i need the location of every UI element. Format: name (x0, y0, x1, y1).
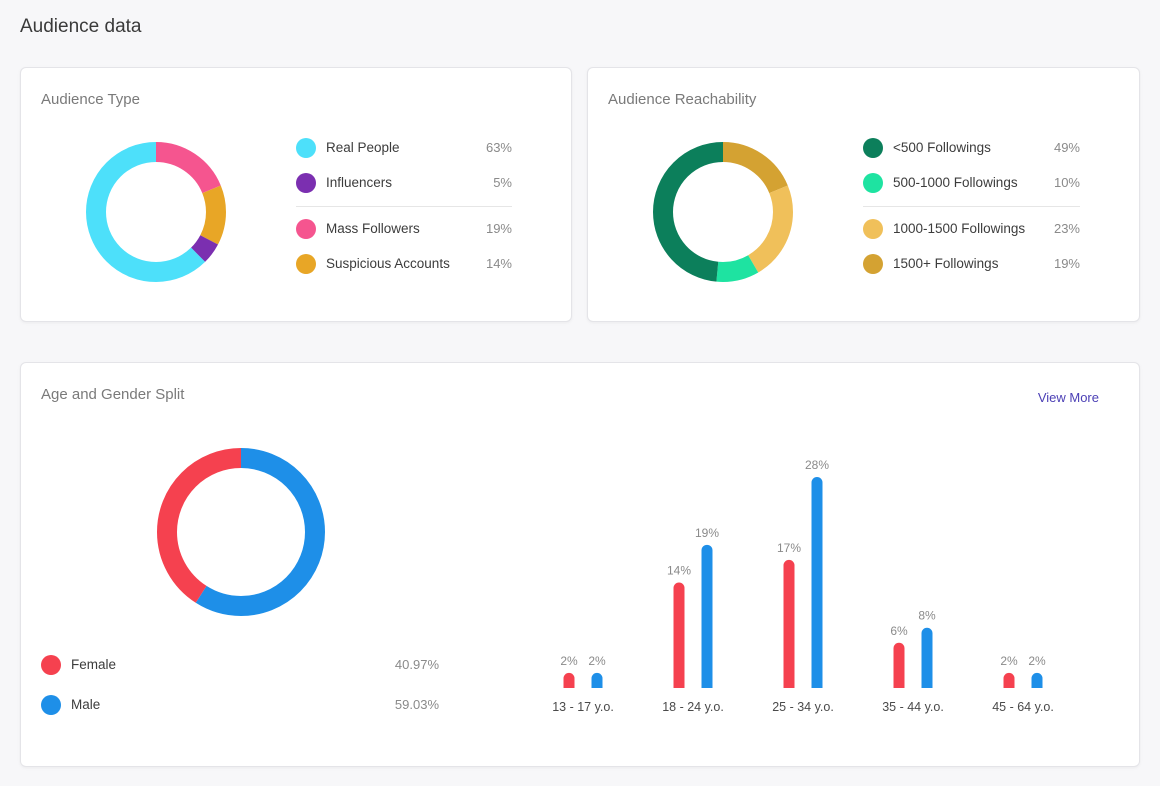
data-label-female-45-64-y-o: 2% (1000, 654, 1018, 668)
donut-slice-1000-1500-followings (653, 142, 793, 282)
legend-percent: 10% (1053, 175, 1080, 190)
data-label-female-35-44-y-o: 6% (890, 624, 908, 638)
legend-item-1500-plus: 1500+ Followings 19% (863, 254, 1080, 276)
legend-label: <500 Followings (893, 140, 991, 155)
legend-dot-500-1000 (863, 173, 883, 193)
legend-item-under-500: <500 Followings 49% (863, 138, 1080, 160)
legend-item-real-people: Real People 63% (296, 138, 512, 160)
data-label-male-25-34-y-o: 28% (805, 458, 829, 472)
legend-label: Influencers (326, 175, 393, 190)
audience-type-legend: Real People 63% Influencers 5% Mass Foll… (296, 138, 512, 278)
bar-female-13-17-y-o (563, 672, 575, 688)
data-label-female-25-34-y-o: 17% (777, 541, 801, 555)
donut-slice-500-1000-followings (653, 142, 793, 282)
legend-item-male: Male 59.03% (41, 695, 439, 717)
data-label-female-18-24-y-o: 14% (667, 564, 691, 578)
legend-label: 500-1000 Followings (893, 175, 1018, 190)
bar-male-25-34-y-o (811, 477, 823, 688)
x-tick-label-45-64-y-o: 45 - 64 y.o. (992, 700, 1054, 714)
age-bar-chart: 2% 2% 13 - 17 y.o. 14% 19% 18 - 24 y.o. 17% 28%… (541, 433, 1101, 723)
data-label-male-18-24-y-o: 19% (695, 526, 719, 540)
donut-slice-suspicious-accounts (86, 142, 226, 282)
x-tick-label-13-17-y-o: 13 - 17 y.o. (552, 700, 614, 714)
view-more-link[interactable]: View More (1037, 390, 1099, 405)
bar-male-18-24-y-o (701, 544, 713, 688)
bar-male-13-17-y-o (591, 672, 603, 688)
legend-dot-mass-followers (296, 219, 316, 239)
legend-percent: 63% (485, 140, 512, 155)
legend-divider (863, 206, 1080, 207)
data-label-male-35-44-y-o: 8% (918, 609, 936, 623)
donut-slice-female (157, 448, 325, 616)
data-label-male-13-17-y-o: 2% (588, 654, 606, 668)
legend-label: 1500+ Followings (893, 256, 999, 271)
legend-dot-male (41, 695, 61, 715)
bar-female-45-64-y-o (1003, 672, 1015, 688)
audience-type-title: Audience Type (41, 91, 140, 108)
legend-percent: 19% (1053, 256, 1080, 271)
legend-label: Male (71, 697, 101, 712)
bar-female-18-24-y-o (673, 582, 685, 688)
donut-slice-500-followings (653, 142, 793, 282)
legend-dot-real-people (296, 138, 316, 158)
legend-percent: 40.97% (394, 657, 439, 672)
legend-label: Female (71, 657, 117, 672)
donut-slice-real-people (86, 142, 226, 282)
audience-type-donut (86, 142, 226, 282)
bar-male-45-64-y-o (1031, 672, 1043, 688)
legend-label: Real People (326, 140, 400, 155)
x-tick-label-18-24-y-o: 18 - 24 y.o. (662, 700, 724, 714)
page-title: Audience data (20, 16, 142, 37)
legend-percent: 5% (493, 175, 512, 190)
legend-dot-influencers (296, 173, 316, 193)
age-gender-card: Age and Gender Split View More Female 40… (20, 362, 1140, 767)
legend-label: Suspicious Accounts (326, 256, 450, 271)
legend-percent: 19% (485, 221, 512, 236)
legend-dot-1500-plus (863, 254, 883, 274)
bar-female-25-34-y-o (783, 559, 795, 688)
legend-divider (296, 206, 512, 207)
x-tick-label-25-34-y-o: 25 - 34 y.o. (772, 700, 834, 714)
legend-dot-female (41, 655, 61, 675)
gender-donut (157, 448, 325, 616)
legend-dot-1000-1500 (863, 219, 883, 239)
legend-percent: 23% (1053, 221, 1080, 236)
gender-legend: Female 40.97% Male 59.03% (41, 655, 439, 725)
legend-label: Mass Followers (326, 221, 420, 236)
audience-type-card: Audience Type Real People 63% Influencer… (20, 67, 572, 322)
bar-male-35-44-y-o (921, 627, 933, 688)
data-label-male-45-64-y-o: 2% (1028, 654, 1046, 668)
data-label-female-13-17-y-o: 2% (560, 654, 578, 668)
legend-dot-under-500 (863, 138, 883, 158)
legend-percent: 14% (485, 256, 512, 271)
legend-item-suspicious-accounts: Suspicious Accounts 14% (296, 254, 512, 276)
legend-item-female: Female 40.97% (41, 655, 439, 677)
bar-female-35-44-y-o (893, 642, 905, 688)
audience-reachability-legend: <500 Followings 49% 500-1000 Followings … (863, 138, 1080, 278)
audience-reachability-donut (653, 142, 793, 282)
legend-dot-suspicious-accounts (296, 254, 316, 274)
audience-reachability-title: Audience Reachability (608, 91, 757, 108)
legend-label: 1000-1500 Followings (893, 221, 1026, 236)
age-gender-title: Age and Gender Split (41, 386, 185, 403)
x-tick-label-35-44-y-o: 35 - 44 y.o. (882, 700, 944, 714)
legend-item-1000-1500: 1000-1500 Followings 23% (863, 219, 1080, 241)
legend-item-500-1000: 500-1000 Followings 10% (863, 173, 1080, 195)
legend-percent: 49% (1053, 140, 1080, 155)
legend-item-influencers: Influencers 5% (296, 173, 512, 195)
legend-item-mass-followers: Mass Followers 19% (296, 219, 512, 241)
audience-reachability-card: Audience Reachability <500 Followings 49… (587, 67, 1140, 322)
legend-percent: 59.03% (394, 697, 439, 712)
age-bar-chart-svg: 2% 2% 13 - 17 y.o. 14% 19% 18 - 24 y.o. 17% 28%… (552, 458, 1054, 714)
